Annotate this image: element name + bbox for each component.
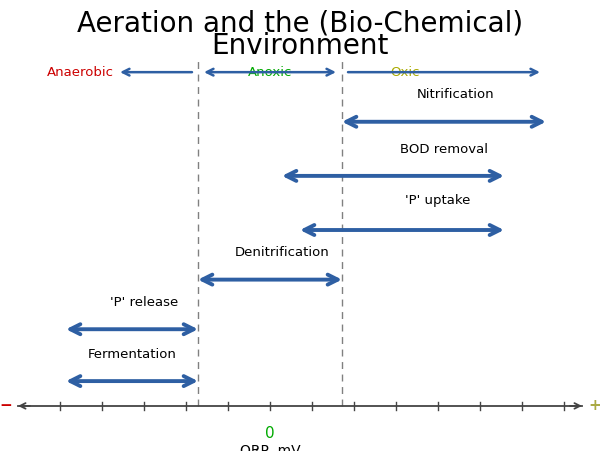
Text: Nitrification: Nitrification xyxy=(417,88,495,101)
Text: ORP, mV: ORP, mV xyxy=(239,444,301,451)
Text: 0: 0 xyxy=(265,426,275,441)
Text: Environment: Environment xyxy=(211,32,389,60)
Text: Aeration and the (Bio-Chemical): Aeration and the (Bio-Chemical) xyxy=(77,9,523,37)
Text: −: − xyxy=(0,398,12,414)
Text: 'P' release: 'P' release xyxy=(110,296,178,309)
Text: +: + xyxy=(588,398,600,414)
Text: Fermentation: Fermentation xyxy=(88,348,176,361)
Text: Anoxic: Anoxic xyxy=(248,66,292,78)
Text: Denitrification: Denitrification xyxy=(235,246,329,259)
Text: Anaerobic: Anaerobic xyxy=(47,66,114,78)
Text: Oxic: Oxic xyxy=(390,66,419,78)
Text: 'P' uptake: 'P' uptake xyxy=(406,194,470,207)
Text: BOD removal: BOD removal xyxy=(400,143,488,156)
